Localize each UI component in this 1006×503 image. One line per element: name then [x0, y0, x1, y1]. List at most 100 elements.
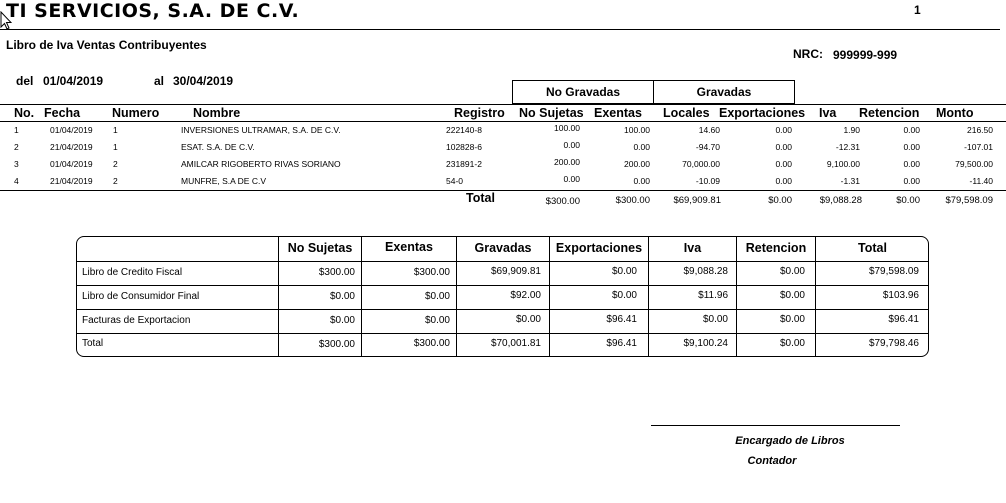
cell-monto: -107.01	[964, 142, 993, 152]
summary-divider	[456, 237, 457, 356]
summary-cell: $0.00	[424, 291, 450, 302]
summary-cell: $0.00	[779, 266, 805, 277]
summary-cell: $96.41	[606, 314, 637, 325]
cell-registro: 54-0	[446, 176, 464, 186]
summary-header-exentas: Exentas	[385, 240, 433, 254]
report-subtitle: Libro de Iva Ventas Contribuyentes	[6, 38, 207, 52]
cell-iva: 9,100.00	[826, 159, 860, 169]
cell-locales: 14.60	[698, 125, 720, 135]
summary-header-exportaciones: Exportaciones	[555, 241, 643, 255]
summary-cell: $300.00	[413, 338, 450, 349]
cell-fecha: 21/04/2019	[50, 142, 93, 152]
summary-cell: $0.00	[779, 314, 805, 325]
cell-iva: -12.31	[835, 142, 860, 152]
cell-registro: 102828-6	[446, 142, 482, 152]
cell-no: 4	[14, 176, 19, 186]
summary-table: No Sujetas Exentas Gravadas Exportacione…	[76, 236, 929, 357]
total-retencion: $0.00	[896, 195, 920, 206]
summary-divider	[736, 237, 737, 356]
cell-nombre: MUNFRE, S.A DE C.V	[181, 176, 267, 186]
signature-line	[651, 425, 900, 426]
summary-cell: $11.96	[698, 290, 728, 301]
page-number: 1	[914, 3, 921, 17]
summary-cell: $0.00	[611, 266, 637, 277]
summary-divider	[361, 237, 362, 356]
summary-cell: $79,598.09	[868, 266, 919, 277]
summary-cell: $103.96	[882, 290, 919, 301]
cell-no: 1	[14, 125, 19, 135]
summary-cell: $96.41	[606, 338, 637, 349]
summary-cell: $70,001.81	[490, 338, 541, 349]
summary-divider	[549, 237, 550, 356]
summary-header-retencion: Retencion	[745, 241, 807, 255]
summary-cell: $0.00	[329, 291, 355, 302]
col-header-iva: Iva	[819, 106, 837, 120]
nrc-value: 999999-999	[833, 48, 898, 62]
summary-divider	[77, 285, 928, 286]
summary-cell: $0.00	[702, 314, 728, 325]
del-date: 01/04/2019	[43, 74, 104, 88]
summary-cell: $69,909.81	[490, 266, 541, 277]
summary-cell: $9,100.24	[683, 338, 729, 349]
summary-row-label: Libro de Consumidor Final	[82, 291, 200, 302]
cell-no-sujetas: 0.00	[563, 174, 580, 184]
cell-retencion: 0.00	[903, 125, 920, 135]
cell-exentas: 200.00	[624, 159, 650, 169]
cell-fecha: 21/04/2019	[50, 176, 93, 186]
col-header-registro: Registro	[454, 106, 505, 120]
cell-exportaciones: 0.00	[775, 159, 792, 169]
total-exentas: $300.00	[615, 195, 650, 206]
cell-fecha: 01/04/2019	[50, 125, 93, 135]
al-date: 30/04/2019	[173, 74, 234, 88]
total-no-sujetas: $300.00	[545, 196, 580, 207]
cell-retencion: 0.00	[903, 142, 920, 152]
cell-exportaciones: 0.00	[775, 176, 792, 186]
cell-no: 2	[14, 142, 19, 152]
summary-cell: $9,088.28	[683, 266, 729, 277]
summary-header-gravadas: Gravadas	[474, 241, 532, 255]
total-monto: $79,598.09	[945, 195, 993, 206]
cell-exentas: 0.00	[633, 176, 650, 186]
summary-divider	[77, 333, 928, 334]
cell-monto: 216.50	[967, 125, 993, 135]
summary-cell: $92.00	[510, 290, 541, 301]
group-gravadas: Gravadas	[653, 80, 795, 104]
summary-cell: $0.00	[779, 338, 805, 349]
summary-divider	[648, 237, 649, 356]
cell-iva: 1.90	[843, 125, 860, 135]
summary-row-label: Facturas de Exportacion	[82, 315, 191, 326]
cell-locales: 70,000.00	[682, 159, 720, 169]
col-header-nombre: Nombre	[193, 106, 241, 120]
cell-exportaciones: 0.00	[775, 125, 792, 135]
col-header-fecha: Fecha	[44, 106, 81, 120]
cell-retencion: 0.00	[903, 159, 920, 169]
summary-divider	[278, 237, 279, 356]
summary-row-label: Total	[82, 338, 104, 349]
summary-divider	[77, 309, 928, 310]
col-header-exportaciones: Exportaciones	[719, 106, 806, 120]
total-iva: $9,088.28	[819, 195, 862, 206]
summary-divider	[815, 237, 816, 356]
cell-no-sujetas: 0.00	[563, 140, 580, 150]
rows-bottom-line	[0, 190, 1006, 191]
cell-no-sujetas: 200.00	[554, 157, 580, 167]
cell-no: 3	[14, 159, 19, 169]
summary-divider	[77, 261, 928, 262]
cell-numero: 1	[113, 142, 118, 152]
summary-cell: $300.00	[318, 339, 355, 350]
cell-registro: 231891-2	[446, 159, 482, 169]
col-header-numero: Numero	[112, 106, 160, 120]
summary-row-label: Libro de Credito Fiscal	[82, 267, 183, 278]
signature-role: Contador	[747, 455, 797, 467]
header-top-line	[0, 104, 1006, 105]
col-header-locales: Locales	[663, 106, 710, 120]
total-exportaciones: $0.00	[768, 195, 792, 206]
summary-cell: $96.41	[888, 314, 919, 325]
cell-retencion: 0.00	[903, 176, 920, 186]
title-divider	[0, 29, 1000, 30]
summary-header-no-sujetas: No Sujetas	[287, 241, 353, 255]
del-label: del	[16, 74, 34, 88]
cell-locales: -10.09	[695, 176, 720, 186]
col-header-exentas: Exentas	[594, 106, 642, 120]
summary-cell: $300.00	[413, 267, 450, 278]
